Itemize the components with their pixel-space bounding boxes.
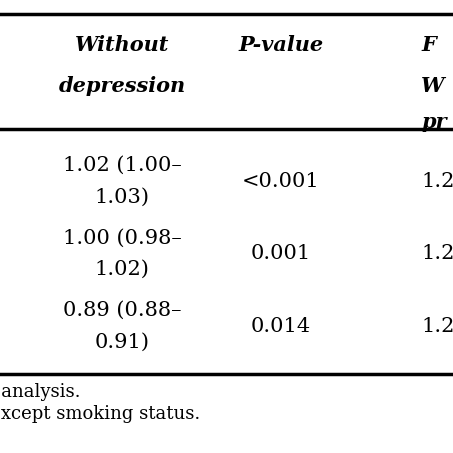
Text: P-value: P-value xyxy=(238,35,323,55)
Text: 1 except smoking status.: 1 except smoking status. xyxy=(0,405,200,424)
Text: 1.02): 1.02) xyxy=(95,260,150,279)
Text: 0.91): 0.91) xyxy=(95,333,150,352)
Text: 1.02 (1.00–: 1.02 (1.00– xyxy=(63,156,182,175)
Text: pr: pr xyxy=(421,112,447,132)
Text: depression: depression xyxy=(59,76,186,96)
Text: 1.2: 1.2 xyxy=(421,172,453,191)
Text: on analysis.: on analysis. xyxy=(0,383,80,401)
Text: 1.00 (0.98–: 1.00 (0.98– xyxy=(63,228,182,247)
Text: 0.014: 0.014 xyxy=(251,317,311,336)
Text: W: W xyxy=(421,76,445,96)
Text: Without: Without xyxy=(75,35,169,55)
Text: 1.2: 1.2 xyxy=(421,317,453,336)
Text: 1.03): 1.03) xyxy=(95,188,150,207)
Text: 0.001: 0.001 xyxy=(251,244,311,263)
Text: 1.2: 1.2 xyxy=(421,244,453,263)
Text: F: F xyxy=(421,35,436,55)
Text: 0.89 (0.88–: 0.89 (0.88– xyxy=(63,301,182,320)
Text: <0.001: <0.001 xyxy=(242,172,320,191)
